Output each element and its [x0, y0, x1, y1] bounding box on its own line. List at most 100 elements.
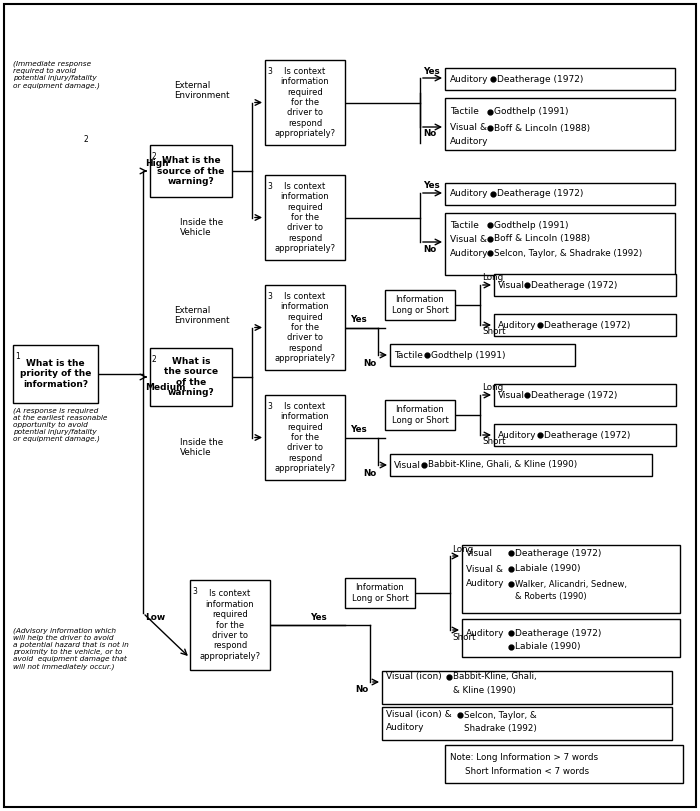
- Text: Short: Short: [452, 633, 475, 642]
- Text: Deatherage (1972): Deatherage (1972): [515, 548, 601, 557]
- FancyBboxPatch shape: [382, 671, 672, 704]
- Text: Is context
information
required
for the
driver to
respond
appropriately?: Is context information required for the …: [274, 401, 335, 473]
- Text: No: No: [363, 358, 376, 367]
- Text: Auditory: Auditory: [498, 431, 536, 440]
- Text: 3: 3: [267, 292, 272, 301]
- Text: Information
Long or Short: Information Long or Short: [351, 583, 408, 603]
- Text: Information
Long or Short: Information Long or Short: [391, 406, 449, 425]
- Text: Short Information < 7 words: Short Information < 7 words: [465, 766, 589, 775]
- Text: Auditory: Auditory: [450, 248, 489, 258]
- Text: 1: 1: [15, 352, 20, 361]
- Text: Long: Long: [482, 384, 503, 393]
- Text: Note: Long Information > 7 words: Note: Long Information > 7 words: [450, 753, 598, 762]
- FancyBboxPatch shape: [462, 545, 680, 613]
- Text: Information
Long or Short: Information Long or Short: [391, 295, 449, 315]
- FancyBboxPatch shape: [445, 213, 675, 275]
- Text: Babbit-Kline, Ghali,: Babbit-Kline, Ghali,: [453, 672, 537, 681]
- Text: Yes: Yes: [423, 67, 440, 75]
- Text: Short: Short: [482, 328, 505, 337]
- Text: Deatherage (1972): Deatherage (1972): [544, 431, 631, 440]
- Text: Tactile: Tactile: [450, 221, 479, 230]
- Text: Tactile: Tactile: [450, 108, 479, 117]
- FancyBboxPatch shape: [462, 619, 680, 657]
- Text: Visual: Visual: [394, 461, 421, 470]
- FancyBboxPatch shape: [445, 745, 683, 783]
- FancyBboxPatch shape: [382, 707, 672, 740]
- Text: Visual: Visual: [466, 548, 493, 557]
- Text: Auditory: Auditory: [466, 629, 505, 637]
- FancyBboxPatch shape: [445, 98, 675, 150]
- Text: External
Environment: External Environment: [174, 81, 230, 101]
- Text: 2: 2: [152, 355, 157, 364]
- FancyBboxPatch shape: [150, 348, 232, 406]
- Text: Selcon, Taylor, & Shadrake (1992): Selcon, Taylor, & Shadrake (1992): [494, 248, 643, 258]
- FancyBboxPatch shape: [390, 344, 575, 366]
- Text: Is context
information
required
for the
driver to
respond
appropriately?: Is context information required for the …: [274, 182, 335, 253]
- FancyBboxPatch shape: [4, 4, 696, 807]
- Text: Deatherage (1972): Deatherage (1972): [497, 75, 583, 84]
- FancyBboxPatch shape: [13, 345, 98, 403]
- Text: Godthelp (1991): Godthelp (1991): [494, 108, 568, 117]
- Text: Long: Long: [482, 273, 503, 282]
- Text: Is context
information
required
for the
driver to
respond
appropriately?: Is context information required for the …: [199, 590, 260, 661]
- Text: Inside the
Vehicle: Inside the Vehicle: [181, 218, 223, 237]
- FancyBboxPatch shape: [190, 580, 270, 670]
- Text: Visual (icon): Visual (icon): [386, 672, 442, 681]
- FancyBboxPatch shape: [390, 454, 652, 476]
- Text: High: High: [145, 160, 169, 169]
- FancyBboxPatch shape: [494, 424, 676, 446]
- FancyBboxPatch shape: [265, 175, 345, 260]
- FancyBboxPatch shape: [150, 145, 232, 197]
- Text: 2: 2: [83, 135, 88, 144]
- FancyBboxPatch shape: [385, 400, 455, 430]
- FancyBboxPatch shape: [265, 285, 345, 370]
- FancyBboxPatch shape: [445, 183, 675, 205]
- FancyBboxPatch shape: [385, 290, 455, 320]
- FancyBboxPatch shape: [345, 578, 415, 608]
- Text: Yes: Yes: [310, 612, 327, 621]
- Text: Medium: Medium: [145, 383, 186, 392]
- FancyBboxPatch shape: [265, 395, 345, 480]
- Text: 3: 3: [267, 182, 272, 191]
- Text: (A response is required
at the earliest reasonable
opportunity to avoid
potentia: (A response is required at the earliest …: [13, 407, 107, 442]
- Text: Auditory: Auditory: [450, 138, 489, 147]
- FancyBboxPatch shape: [494, 274, 676, 296]
- Text: What is the
priority of the
information?: What is the priority of the information?: [20, 359, 91, 389]
- Text: Deatherage (1972): Deatherage (1972): [515, 629, 601, 637]
- Text: Visual &: Visual &: [450, 123, 487, 132]
- Text: (Immediate response
required to avoid
potential injury/fatality
or equipment dam: (Immediate response required to avoid po…: [13, 60, 100, 88]
- Text: 3: 3: [192, 587, 197, 596]
- Text: Deatherage (1972): Deatherage (1972): [544, 320, 631, 329]
- Text: Deatherage (1972): Deatherage (1972): [497, 190, 583, 199]
- Text: Deatherage (1972): Deatherage (1972): [531, 391, 617, 400]
- Text: Visual &: Visual &: [466, 564, 503, 573]
- Text: Long: Long: [452, 544, 473, 553]
- Text: Is context
information
required
for the
driver to
respond
appropriately?: Is context information required for the …: [274, 67, 335, 138]
- Text: Yes: Yes: [350, 315, 367, 324]
- Text: Selcon, Taylor, &: Selcon, Taylor, &: [464, 710, 537, 719]
- Text: No: No: [355, 685, 368, 694]
- Text: Deatherage (1972): Deatherage (1972): [531, 281, 617, 290]
- Text: Godthelp (1991): Godthelp (1991): [494, 221, 568, 230]
- Text: Auditory: Auditory: [466, 580, 505, 589]
- Text: Tactile: Tactile: [394, 350, 423, 359]
- Text: No: No: [423, 130, 436, 139]
- Text: Visual &: Visual &: [450, 234, 487, 243]
- Text: No: No: [423, 244, 436, 254]
- Text: & Roberts (1990): & Roberts (1990): [515, 593, 587, 602]
- Text: Auditory: Auditory: [450, 75, 489, 84]
- Text: Boff & Lincoln (1988): Boff & Lincoln (1988): [494, 123, 590, 132]
- Text: Auditory: Auditory: [498, 320, 536, 329]
- FancyBboxPatch shape: [494, 384, 676, 406]
- Text: Labiale (1990): Labiale (1990): [515, 642, 580, 651]
- Text: What is the
source of the
warning?: What is the source of the warning?: [158, 156, 225, 186]
- Text: No: No: [363, 469, 376, 478]
- Text: Inside the
Vehicle: Inside the Vehicle: [181, 438, 223, 457]
- Text: Visual (icon) &: Visual (icon) &: [386, 710, 452, 719]
- Text: 2: 2: [152, 152, 157, 161]
- Text: Short: Short: [482, 437, 505, 447]
- Text: Visual: Visual: [498, 281, 525, 290]
- Text: Yes: Yes: [423, 182, 440, 191]
- Text: Shadrake (1992): Shadrake (1992): [464, 723, 537, 732]
- Text: 3: 3: [267, 67, 272, 76]
